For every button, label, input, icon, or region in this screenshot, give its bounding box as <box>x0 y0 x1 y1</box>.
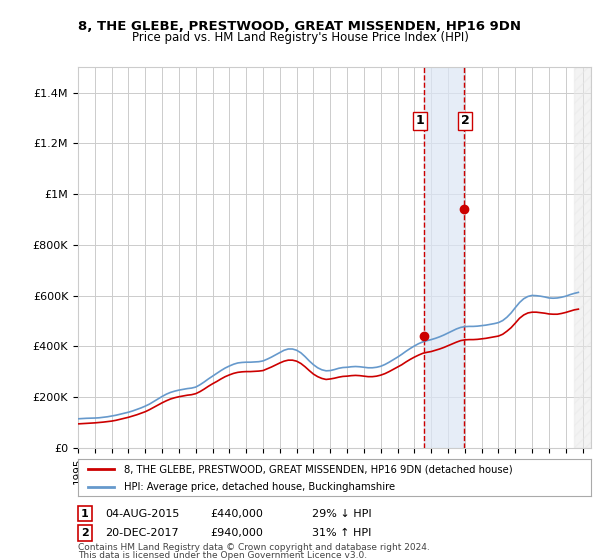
Text: 1: 1 <box>416 114 424 127</box>
Text: This data is licensed under the Open Government Licence v3.0.: This data is licensed under the Open Gov… <box>78 551 367 560</box>
Bar <box>424 67 464 448</box>
Text: £940,000: £940,000 <box>210 528 263 538</box>
Text: Contains HM Land Registry data © Crown copyright and database right 2024.: Contains HM Land Registry data © Crown c… <box>78 543 430 552</box>
Text: Price paid vs. HM Land Registry's House Price Index (HPI): Price paid vs. HM Land Registry's House … <box>131 31 469 44</box>
Text: 29% ↓ HPI: 29% ↓ HPI <box>312 508 371 519</box>
Text: 2: 2 <box>461 114 470 127</box>
Text: 31% ↑ HPI: 31% ↑ HPI <box>312 528 371 538</box>
Text: 1: 1 <box>81 508 89 519</box>
Text: 2: 2 <box>81 528 89 538</box>
Bar <box>574 67 591 448</box>
Text: HPI: Average price, detached house, Buckinghamshire: HPI: Average price, detached house, Buck… <box>124 482 395 492</box>
Text: 04-AUG-2015: 04-AUG-2015 <box>105 508 179 519</box>
Text: £440,000: £440,000 <box>210 508 263 519</box>
Text: 8, THE GLEBE, PRESTWOOD, GREAT MISSENDEN, HP16 9DN: 8, THE GLEBE, PRESTWOOD, GREAT MISSENDEN… <box>79 20 521 32</box>
Text: 8, THE GLEBE, PRESTWOOD, GREAT MISSENDEN, HP16 9DN (detached house): 8, THE GLEBE, PRESTWOOD, GREAT MISSENDEN… <box>124 464 513 474</box>
Text: 20-DEC-2017: 20-DEC-2017 <box>105 528 179 538</box>
